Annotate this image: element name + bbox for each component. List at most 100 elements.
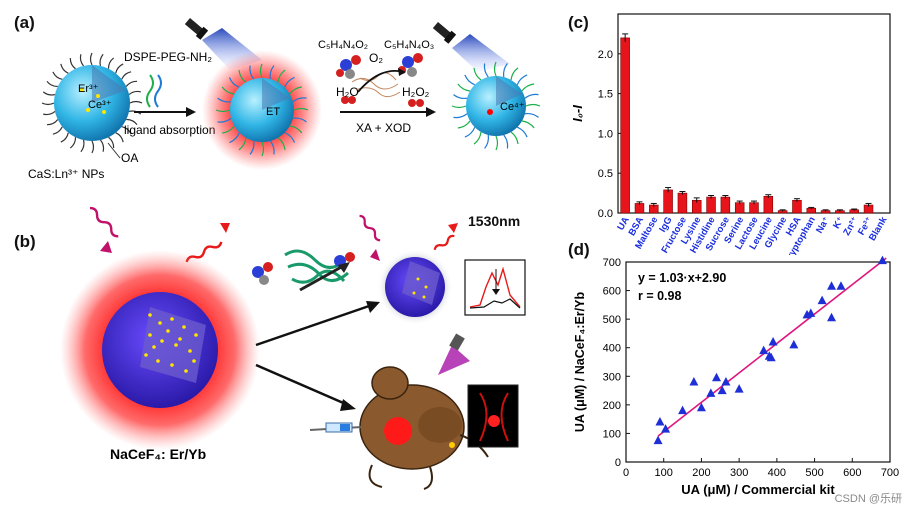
data-point [678,405,688,415]
x-tick-label: 0 [623,467,629,479]
y-tick-label: 400 [603,343,621,355]
bar [663,189,673,214]
scatter-chart-validation: 0 100 200 300 400 500 600 700 0 100 200 300 400 500 60… [573,255,899,497]
data-point [712,372,722,382]
y-tick-label: 500 [603,314,621,326]
peg-ligand-icon [146,74,162,108]
data-point [655,417,665,426]
y-tick-label: 1.0 [598,128,613,140]
data-point [768,337,778,346]
data-point [766,352,776,362]
np-label: CaS:Ln³⁺ NPs [28,167,104,181]
data-point [827,281,837,290]
o2-label: O₂ [369,51,383,65]
x-tick-label: 200 [692,467,710,479]
panel-d-label: (d) [568,240,590,259]
et-label: ET [266,106,280,118]
wavelength-label: 1530nm [468,213,521,229]
excitation-wave [89,206,119,253]
panel-a-schematic: Er³⁺ Ce³⁺ OA CaS:Ln³⁺ NPs DSPE-PEG-NH₂ l… [28,18,541,181]
product-label: C₅H₄N₄O₃ [384,39,434,51]
y-tick-label: 200 [603,400,621,412]
data-point [696,402,706,412]
panel-a-label: (a) [14,13,35,32]
x-tick-label: 100 [655,467,673,479]
bar [763,195,774,214]
plot-frame [625,261,891,463]
watermark: CSDN @乐研 [834,493,902,505]
panel-b-label: (b) [14,232,36,251]
y-tick-label: 1.5 [598,89,613,101]
correlation-coefficient: r = 0.98 [638,289,681,303]
y-tick-label: 100 [603,428,621,440]
nanoparticle-2 [215,63,309,157]
h2o2-label: H₂O₂ [402,85,430,99]
data-point [717,385,727,395]
x-axis-label: UA (μM) / Commercial kit [681,482,835,497]
y-axis-label: UA (μM) / NaCeF₄:Er/Yb [573,292,587,433]
bar [720,196,731,214]
data-point [734,384,744,393]
y-tick-label: 0.0 [598,208,613,220]
y-tick-label: 0.5 [598,168,613,180]
x-tick-label: 500 [805,467,823,479]
h2o-label: H₂O [336,85,359,99]
y-tick-label: 0 [615,457,621,469]
x-tick-label: 300 [730,467,748,479]
data-point [877,255,887,265]
ce4-ion-label: Ce⁴⁺ [500,101,525,113]
light-beam-2 [452,34,510,72]
arrow-to-sensor [255,303,373,347]
data-point [721,377,731,386]
x-tick-label: 400 [768,467,786,479]
x-tick-label: 600 [843,467,861,479]
x-tick-label: K⁺ [831,215,846,231]
data-point [689,377,699,386]
x-tick-label: Zn²⁺ [841,215,860,238]
bar [792,199,802,214]
fit-equation: y = 1.03·x+2.90 [638,271,726,285]
fit-line [657,257,887,437]
y-axis-label: I₀-I [570,105,585,122]
data-point [789,339,799,349]
nanoparticle-1 [41,52,143,154]
y-tick-label: 2.0 [598,49,613,61]
substrate-label: C₅H₄N₄O₂ [318,39,368,51]
bar [706,196,716,214]
ce3-ion-label: Ce³⁺ [88,99,112,111]
y-tick-label: 600 [603,286,621,298]
excitation-wave-2 [359,214,381,261]
syringe-icon [309,422,363,433]
data-point [661,424,671,433]
x-tick-label: Na⁺ [814,215,832,235]
data-point [706,388,716,397]
data-point [817,295,827,305]
bar [620,37,630,214]
bar-chart-selectivity: 0.00.51.01.52.0I₀-IUABSAMaltoseIgGFructo… [570,13,891,255]
panel-b-schematic: NaCeF₄: Er/Yb [60,206,526,490]
emission-wave-2 [433,223,458,251]
arrow-to-mouse [255,363,349,407]
nanoparticle-3 [451,61,541,151]
data-point [653,435,663,445]
er-ion-label: Er³⁺ [78,83,99,95]
panel-c-label: (c) [568,13,589,32]
ligand-label: ligand absorption [124,123,215,137]
data-point [836,281,846,290]
oa-label: OA [121,151,138,165]
mouse-illustration [359,366,489,490]
data-point [806,308,816,317]
protein-icon [252,249,355,292]
data-point [827,312,837,322]
data-point [759,345,769,355]
y-tick-label: 300 [603,371,621,383]
spectrum-black-curve [469,298,521,309]
x-tick-label: 700 [881,467,899,479]
lamp-icon [438,333,470,375]
bar [677,192,688,214]
dspe-label: DSPE-PEG-NH₂ [124,50,212,64]
flashlight-icon-2 [432,22,457,44]
enzyme-label: XA + XOD [356,121,411,135]
spectrum-red-curve [469,266,521,308]
y-tick-label: 700 [603,257,621,269]
